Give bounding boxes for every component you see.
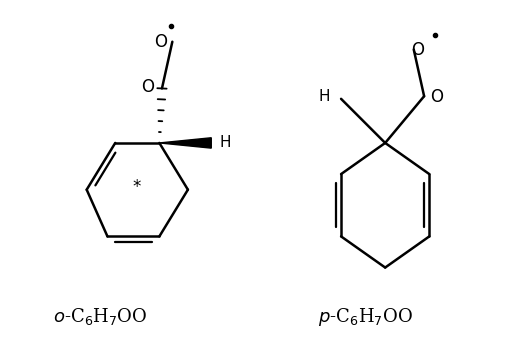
Text: H: H (318, 89, 330, 104)
Text: $\it{p}$-C$_6$H$_7$OO: $\it{p}$-C$_6$H$_7$OO (318, 306, 413, 328)
Text: O: O (141, 79, 154, 96)
Text: $\it{o}$-C$_6$H$_7$OO: $\it{o}$-C$_6$H$_7$OO (53, 306, 148, 327)
Text: O: O (431, 88, 444, 106)
Text: *: * (133, 178, 141, 196)
Text: O: O (411, 40, 424, 59)
Polygon shape (159, 138, 211, 148)
Text: O: O (154, 33, 167, 51)
Text: H: H (220, 135, 231, 151)
